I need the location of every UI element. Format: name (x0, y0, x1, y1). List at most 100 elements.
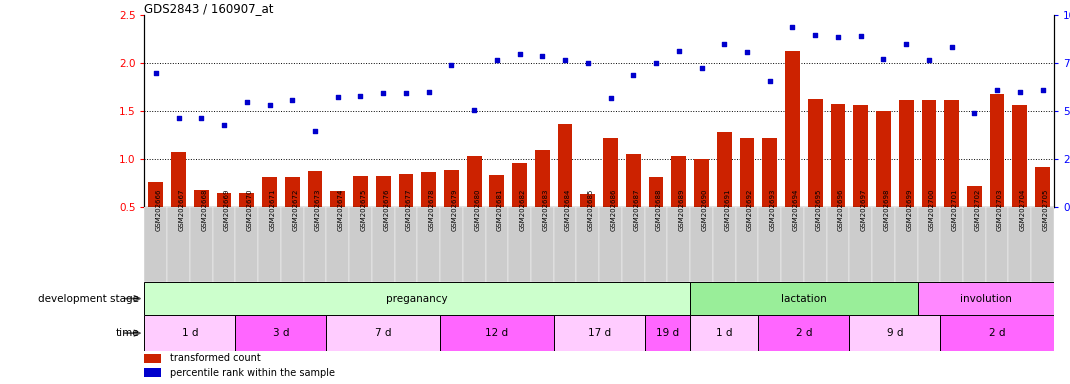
Text: GSM202670: GSM202670 (247, 189, 253, 231)
Bar (895, 207, 918, 282)
Text: time: time (116, 328, 139, 338)
Text: GSM202697: GSM202697 (860, 189, 867, 231)
Bar (671, 156, 686, 255)
Bar (467, 157, 482, 255)
Point (421, 89, 438, 95)
Bar (690, 282, 918, 315)
Point (397, 90, 414, 96)
Bar (398, 174, 413, 255)
Point (693, 65, 710, 71)
Text: GSM202692: GSM202692 (747, 189, 753, 231)
Bar (872, 207, 895, 282)
Bar (622, 207, 644, 282)
Text: percentile rank within the sample: percentile rank within the sample (170, 368, 335, 378)
Bar (440, 207, 463, 282)
Text: GSM202682: GSM202682 (520, 189, 525, 231)
Text: development stage: development stage (39, 293, 139, 304)
Bar (668, 207, 690, 282)
Point (716, 41, 733, 47)
Point (807, 31, 824, 38)
Point (1011, 89, 1028, 95)
Bar (762, 138, 777, 255)
Bar (144, 354, 160, 363)
Text: 17 d: 17 d (587, 328, 611, 338)
Point (966, 110, 983, 116)
Bar (440, 315, 554, 351)
Text: GSM202694: GSM202694 (793, 189, 798, 231)
Bar (644, 207, 668, 282)
Text: GSM202688: GSM202688 (656, 189, 662, 231)
Point (738, 49, 755, 55)
Point (352, 93, 369, 99)
Bar (967, 186, 982, 255)
Text: 19 d: 19 d (656, 328, 679, 338)
Text: GSM202695: GSM202695 (815, 189, 821, 231)
Point (898, 41, 915, 47)
Point (534, 53, 551, 59)
Text: 9 d: 9 d (887, 328, 903, 338)
Bar (876, 111, 891, 255)
Bar (785, 51, 800, 255)
Point (261, 101, 278, 108)
Bar (557, 124, 572, 255)
Text: transformed count: transformed count (170, 353, 261, 363)
Text: GSM202674: GSM202674 (338, 189, 343, 231)
Bar (285, 177, 300, 255)
Text: GSM202680: GSM202680 (474, 189, 480, 231)
Bar (304, 207, 326, 282)
Bar (717, 131, 732, 255)
Bar (918, 207, 941, 282)
Bar (921, 100, 936, 255)
Text: GSM202679: GSM202679 (452, 189, 457, 231)
Point (670, 48, 687, 54)
Point (852, 33, 869, 40)
Point (239, 99, 256, 105)
Text: 1 d: 1 d (716, 328, 733, 338)
Bar (781, 207, 804, 282)
Bar (918, 282, 1054, 315)
Bar (736, 207, 759, 282)
Text: GSM202693: GSM202693 (769, 189, 776, 231)
Point (920, 58, 937, 64)
Text: GSM202672: GSM202672 (292, 189, 299, 231)
Text: GSM202704: GSM202704 (1020, 189, 1026, 231)
Bar (307, 171, 322, 255)
Point (1034, 87, 1051, 93)
Bar (489, 175, 504, 255)
Bar (395, 207, 417, 282)
Bar (990, 94, 1005, 255)
Text: GSM202701: GSM202701 (951, 189, 958, 231)
Text: 3 d: 3 d (273, 328, 289, 338)
Bar (690, 207, 713, 282)
Text: 2 d: 2 d (989, 328, 1006, 338)
Point (647, 60, 664, 66)
Point (761, 78, 778, 84)
Bar (194, 190, 209, 255)
Point (193, 115, 210, 121)
Point (943, 44, 960, 50)
Bar (280, 207, 304, 282)
Bar (759, 315, 850, 351)
Point (556, 58, 574, 64)
Bar (353, 176, 368, 255)
Text: GDS2843 / 160907_at: GDS2843 / 160907_at (144, 2, 274, 15)
Text: preganancy: preganancy (386, 293, 448, 304)
Bar (830, 104, 845, 255)
Bar (171, 152, 186, 255)
Bar (508, 207, 531, 282)
Bar (808, 99, 823, 255)
Bar (554, 315, 644, 351)
Bar (144, 207, 167, 282)
Bar (963, 207, 985, 282)
Bar (804, 207, 827, 282)
Text: GSM202687: GSM202687 (633, 189, 639, 231)
Bar (167, 207, 190, 282)
Point (465, 107, 483, 114)
Bar (713, 207, 736, 282)
Point (443, 62, 460, 68)
Text: GSM202698: GSM202698 (884, 189, 889, 231)
Text: GSM202689: GSM202689 (678, 189, 685, 231)
Bar (850, 315, 941, 351)
Text: GSM202676: GSM202676 (383, 189, 389, 231)
Bar (463, 207, 486, 282)
